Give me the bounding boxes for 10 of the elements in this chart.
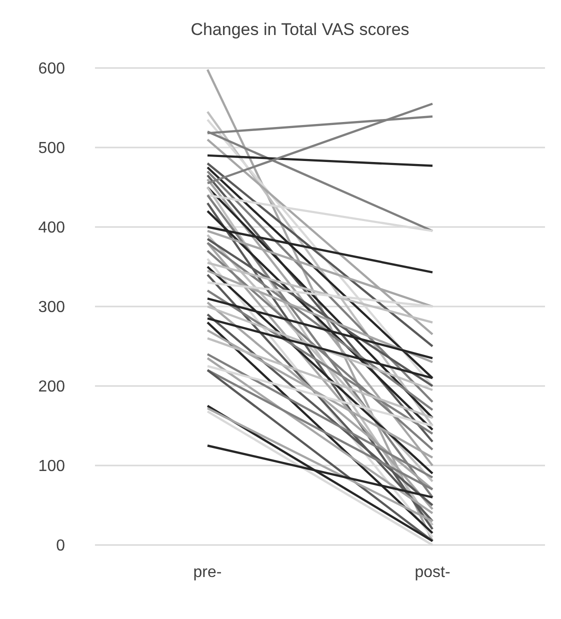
- y-tick-label: 0: [56, 538, 66, 555]
- y-tick-label: 300: [38, 299, 66, 316]
- x-tick-label: post-: [414, 564, 450, 581]
- y-tick-label: 600: [38, 60, 66, 78]
- y-tick-label: 200: [38, 378, 66, 396]
- chart-title: Changes in Total VAS scores: [190, 20, 410, 39]
- y-tick-label: 100: [38, 458, 66, 476]
- y-tick-label: 400: [38, 220, 66, 237]
- x-tick-label: pre-: [193, 564, 222, 581]
- y-tick-label: 500: [38, 140, 66, 158]
